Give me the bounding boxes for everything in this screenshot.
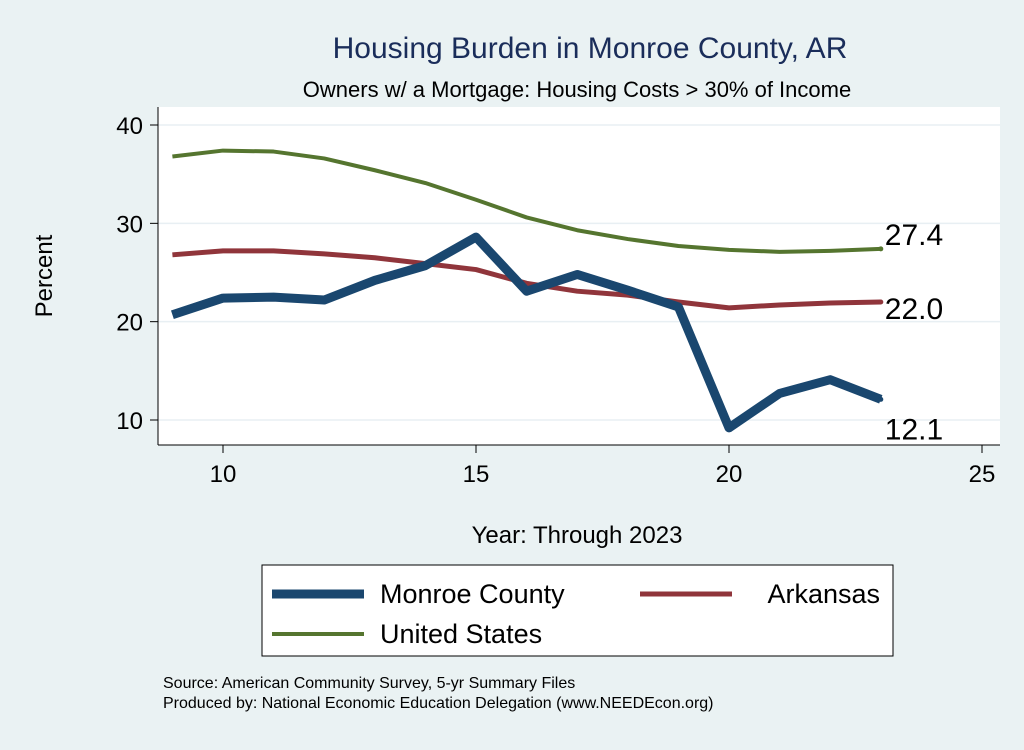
x-tick-label: 10 <box>210 461 237 488</box>
y-tick-label: 20 <box>116 310 143 337</box>
end-value-label: 27.4 <box>885 219 943 252</box>
series-line-united-states <box>172 148 881 254</box>
chart-subtitle: Owners w/ a Mortgage: Housing Costs > 30… <box>303 77 851 102</box>
source-note: Source: American Community Survey, 5-yr … <box>163 675 575 692</box>
series-line-monroe-county <box>170 232 883 433</box>
y-tick-label: 40 <box>116 113 143 140</box>
legend-label: United States <box>380 619 542 649</box>
chart-title: Housing Burden in Monroe County, AR <box>333 32 848 65</box>
end-value-label: 12.1 <box>885 413 943 446</box>
end-point <box>878 299 884 305</box>
y-tick-label: 30 <box>116 211 143 238</box>
series-line-arkansas <box>172 248 881 311</box>
end-point <box>878 246 884 252</box>
legend-label: Arkansas <box>767 579 880 609</box>
x-tick-label: 20 <box>716 461 743 488</box>
x-tick-label: 15 <box>463 461 490 488</box>
x-tick-label: 25 <box>969 461 996 488</box>
y-axis-label: Percent <box>31 234 58 317</box>
y-tick-label: 10 <box>116 408 143 435</box>
legend <box>261 564 894 657</box>
end-value-label: 22.0 <box>885 293 943 326</box>
end-point <box>878 396 884 402</box>
produced-note: Produced by: National Economic Education… <box>163 695 714 712</box>
x-axis-label: Year: Through 2023 <box>472 522 683 549</box>
legend-label: Monroe County <box>380 579 565 609</box>
